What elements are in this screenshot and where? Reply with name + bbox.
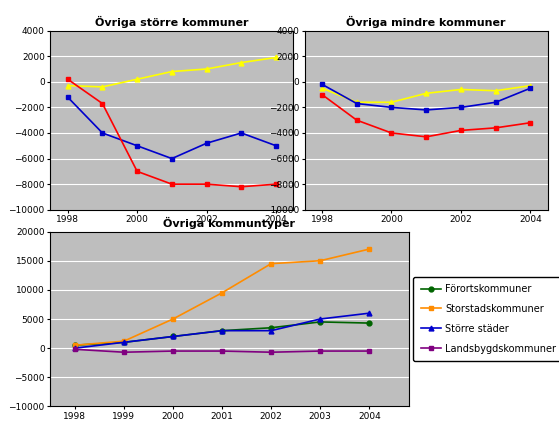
Title: Övriga större kommuner: Övriga större kommuner <box>95 16 249 28</box>
Title: Övriga kommuntyper: Övriga kommuntyper <box>163 217 295 229</box>
Legend: Förortskommuner, Storstadskommuner, Större städer, Landsbygdskommuner: Förortskommuner, Storstadskommuner, Stör… <box>413 277 559 361</box>
Title: Övriga mindre kommuner: Övriga mindre kommuner <box>347 16 506 28</box>
